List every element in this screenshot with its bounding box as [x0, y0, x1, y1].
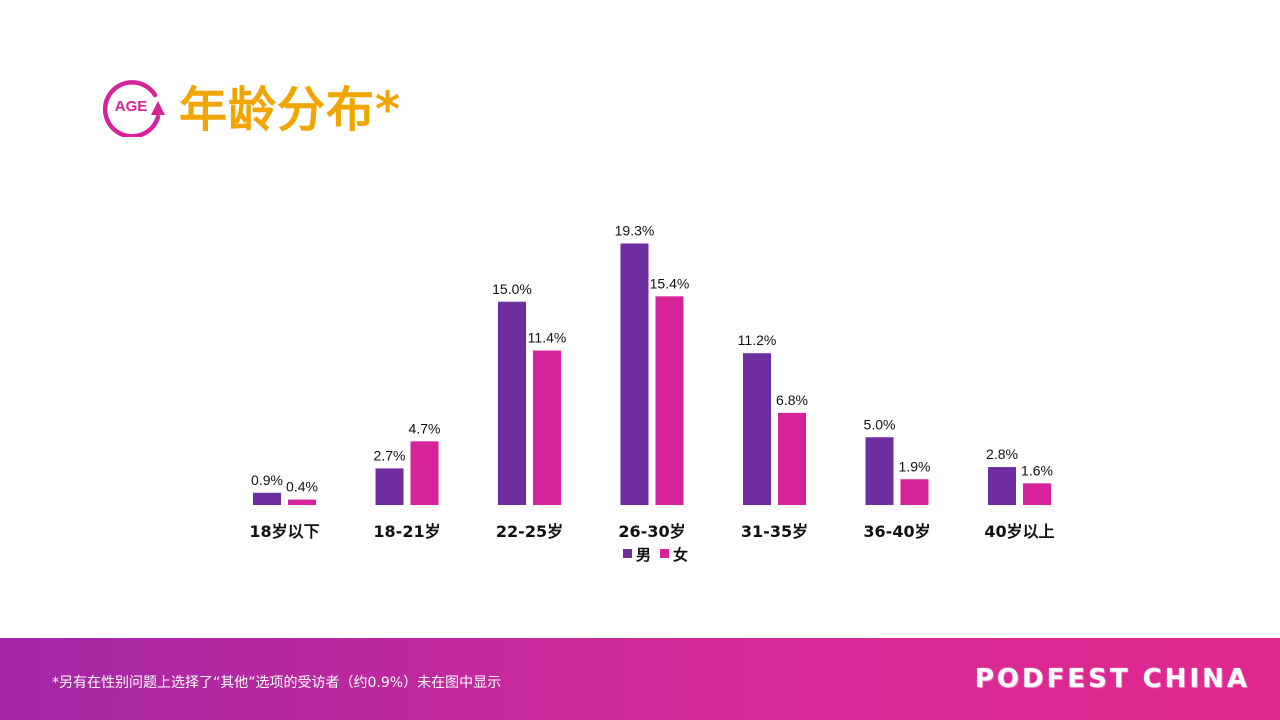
- footnote: *另有在性别问题上选择了“其他”选项的受访者（约0.9%）未在图中显示: [52, 675, 502, 691]
- bar-male-4: [743, 353, 771, 505]
- bar-male-3: [620, 243, 649, 506]
- data-label: 15.0%: [492, 281, 532, 297]
- category-label: 36-40岁: [863, 522, 930, 541]
- legend-swatch: [623, 549, 632, 558]
- data-label: 5.0%: [864, 416, 896, 432]
- bar-male-0: [253, 492, 281, 505]
- data-label: 11.4%: [528, 330, 567, 346]
- bar-female-6: [1023, 483, 1051, 505]
- data-label: 11.2%: [738, 332, 777, 348]
- age-bar-chart: 0.9% 0.4% 18岁以下 2.7%4.7% 18-21岁 15.0% 11.4% 22-…: [249, 222, 1054, 564]
- data-label: 15.4%: [650, 275, 690, 291]
- data-label: 2.7%: [374, 447, 406, 463]
- data-label: 6.8%: [776, 392, 808, 408]
- data-label: 0.9%: [251, 472, 283, 488]
- category-label: 40岁以上: [984, 522, 1054, 541]
- brand-logo: PODFEST CHINA: [974, 664, 1250, 694]
- legend-label: 女: [673, 546, 688, 564]
- bar-male-6: [988, 467, 1016, 505]
- category-label: 31-35岁: [741, 522, 808, 541]
- data-label: 1.6%: [1021, 462, 1053, 478]
- age-icon-text: AGE: [115, 98, 148, 115]
- bar-male-1: [375, 468, 404, 505]
- page-title: 年龄分布*: [179, 82, 402, 138]
- bar-male-5: [865, 437, 894, 505]
- legend-label: 男: [636, 546, 651, 564]
- data-label: 1.9%: [899, 458, 931, 474]
- data-label: 19.3%: [615, 222, 655, 238]
- category-label: 22-25岁: [496, 522, 563, 541]
- bar-female-0: [288, 499, 316, 505]
- bar-female-2: [533, 350, 561, 505]
- legend-swatch: [660, 549, 669, 558]
- data-label: 0.4%: [286, 479, 318, 495]
- bar-male-2: [498, 301, 526, 505]
- bar-female-3: [655, 296, 684, 505]
- category-label: 26-30岁: [618, 522, 685, 541]
- category-label: 18岁以下: [249, 522, 319, 541]
- footer-banner: *另有在性别问题上选择了“其他”选项的受访者（约0.9%）未在图中显示 PODF…: [0, 638, 1280, 720]
- data-label: 4.7%: [409, 420, 441, 436]
- bar-female-5: [900, 479, 929, 505]
- bar-female-4: [778, 412, 806, 505]
- age-cycle-icon: AGE: [102, 73, 167, 139]
- category-label: 18-21岁: [373, 522, 440, 541]
- data-label: 2.8%: [986, 446, 1018, 462]
- bar-female-1: [410, 441, 439, 505]
- page-header: AGE 年龄分布*: [102, 70, 402, 140]
